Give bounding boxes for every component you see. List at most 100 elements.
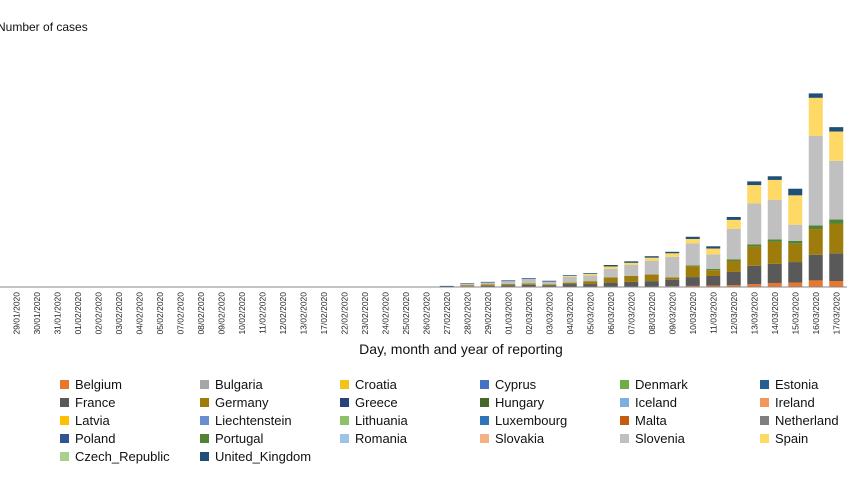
bar-segment-germany-34	[706, 270, 721, 276]
legend-item: Bulgaria	[200, 376, 340, 392]
x-tick-label: 31/01/2020	[52, 292, 62, 335]
legend-swatch	[760, 379, 769, 389]
x-tick-label: 02/02/2020	[93, 292, 103, 335]
legend-label: Romania	[355, 430, 408, 446]
legend-swatch	[480, 379, 489, 389]
x-tick-label: 05/03/2020	[585, 292, 595, 335]
legend-item: Malta	[620, 412, 760, 428]
bar-segment-portugal-37	[767, 239, 782, 242]
bar-segment-slovenia-30	[624, 265, 639, 276]
bar-segment-spain-27	[562, 276, 577, 277]
legend-item: Luxembourg	[480, 412, 620, 428]
legend-item: Portugal	[200, 430, 340, 446]
bar-segment-france-40	[829, 253, 844, 282]
legend-swatch	[760, 397, 769, 407]
legend-label: Czech_Republic	[75, 448, 170, 464]
legend-label: Malta	[635, 412, 667, 428]
bar-segment-portugal-36	[747, 244, 762, 247]
bar-segment-france-39	[808, 254, 823, 281]
bar-segment-united-kingdom-22	[460, 283, 475, 284]
legend-swatch	[480, 433, 489, 443]
legend-swatch	[200, 415, 209, 425]
bar-segment-belgium-35	[726, 285, 741, 287]
bar-segment-slovenia-40	[829, 160, 844, 220]
x-tick-label: 08/02/2020	[196, 292, 206, 335]
legend-label: Denmark	[635, 376, 688, 392]
bar-segment-belgium-39	[808, 280, 823, 287]
bar-segment-slovenia-38	[788, 224, 803, 241]
bar-segment-germany-35	[726, 260, 741, 272]
legend-item: Estonia	[760, 376, 847, 392]
legend-item: Cyprus	[480, 376, 620, 392]
bar-segment-germany-29	[603, 277, 618, 283]
bar-segment-germany-38	[788, 243, 803, 263]
x-tick-label: 27/02/2020	[442, 292, 452, 335]
legend-label: Greece	[355, 394, 398, 410]
x-tick-label: 10/02/2020	[237, 292, 247, 335]
bar-segment-spain-30	[624, 262, 639, 265]
legend-item: Poland	[60, 430, 200, 446]
legend-item: Ireland	[760, 394, 847, 410]
legend-swatch	[620, 433, 629, 443]
x-tick-label: 07/02/2020	[175, 292, 185, 335]
bar-segment-portugal-35	[726, 259, 741, 261]
legend-swatch	[200, 433, 209, 443]
bar-segment-spain-36	[747, 185, 762, 204]
legend-label: Portugal	[215, 430, 264, 446]
legend-label: Netherland	[775, 412, 839, 428]
bar-segment-spain-35	[726, 219, 741, 229]
bar-segment-slovenia-27	[562, 276, 577, 283]
legend-swatch	[760, 433, 769, 443]
bar-segment-france-34	[706, 276, 721, 286]
bar-segment-belgium-36	[747, 284, 762, 287]
x-tick-label: 26/02/2020	[421, 292, 431, 335]
bar-segment-slovenia-33	[685, 243, 700, 266]
x-tick-label: 29/01/2020	[11, 292, 21, 335]
bar-segment-belgium-33	[685, 285, 700, 287]
legend-label: Poland	[75, 430, 116, 446]
x-tick-label: 16/03/2020	[811, 292, 821, 335]
bar-segment-united-kingdom-28	[583, 273, 598, 274]
x-tick-label: 03/02/2020	[114, 292, 124, 335]
legend-swatch	[60, 379, 69, 389]
x-tick-label: 09/03/2020	[667, 292, 677, 335]
x-tick-label: 12/03/2020	[729, 292, 739, 335]
legend-item: Netherland	[760, 412, 847, 428]
bar-segment-united-kingdom-38	[788, 188, 803, 196]
bar-segment-france-35	[726, 271, 741, 286]
legend-item: Belgium	[60, 376, 200, 392]
x-tick-label: 08/03/2020	[647, 292, 657, 335]
bar-segment-united-kingdom-30	[624, 261, 639, 263]
bar-segment-united-kingdom-29	[603, 265, 618, 267]
bar-stack-group	[378, 93, 844, 288]
legend-item: Hungary	[480, 394, 620, 410]
bar-segment-spain-29	[603, 266, 618, 269]
legend-label: Belgium	[75, 376, 122, 392]
bar-segment-germany-26	[542, 284, 557, 286]
chart-area: Number of cases 29/01/2020 30/01/2020 31/0…	[0, 20, 847, 357]
x-tick-labels: 29/01/2020 30/01/2020 31/01/2020 01/02/2020…	[11, 292, 841, 335]
bar-segment-slovenia-34	[706, 254, 721, 270]
x-tick-label: 05/02/2020	[155, 292, 165, 335]
bar-segment-united-kingdom-37	[767, 176, 782, 180]
legend-swatch	[200, 397, 209, 407]
bar-segment-france-25	[521, 284, 536, 287]
bar-segment-germany-40	[829, 223, 844, 254]
bar-segment-spain-37	[767, 179, 782, 200]
bar-segment-germany-23	[480, 284, 495, 286]
bar-segment-france-24	[501, 285, 516, 287]
legend-label: Liechtenstein	[215, 412, 292, 428]
bar-segment-slovenia-39	[808, 135, 823, 226]
legend-item: Czech_Republic	[60, 448, 200, 464]
x-tick-label: 22/02/2020	[339, 292, 349, 335]
bar-segment-united-kingdom-35	[726, 216, 741, 220]
legend-item: Denmark	[620, 376, 760, 392]
legend-swatch	[340, 415, 349, 425]
bar-segment-france-29	[603, 282, 618, 287]
bar-segment-united-kingdom-21	[439, 285, 454, 287]
legend-label: Iceland	[635, 394, 677, 410]
legend-item: France	[60, 394, 200, 410]
legend-label: Latvia	[75, 412, 110, 428]
legend-swatch	[620, 379, 629, 389]
legend-label: Cyprus	[495, 376, 537, 392]
